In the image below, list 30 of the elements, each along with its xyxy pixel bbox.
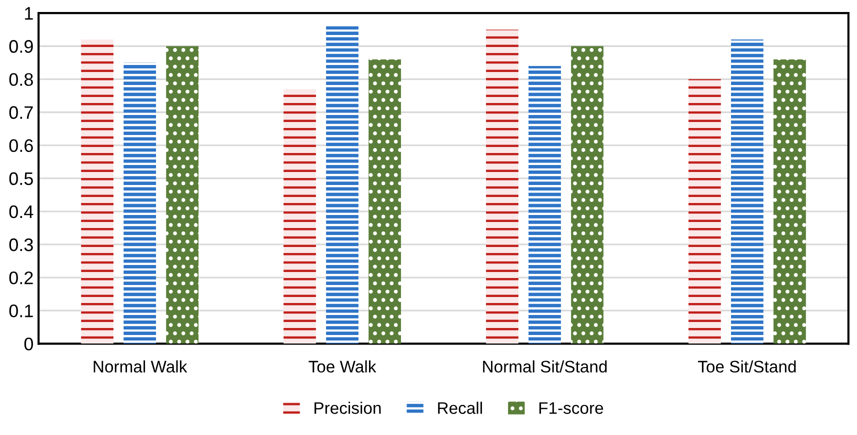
- y-tick-label: 0.2: [9, 271, 33, 284]
- bar: [124, 62, 156, 344]
- bar: [528, 66, 561, 344]
- bar: [774, 59, 806, 344]
- bar: [81, 40, 114, 344]
- y-tick-label: 0.1: [9, 304, 33, 318]
- x-tick-label: Normal Walk: [94, 360, 188, 373]
- x-tick-label: Toe Walk: [308, 360, 376, 373]
- x-tick-label: Normal Sit/Stand: [483, 360, 607, 373]
- y-tick-label: 0.9: [9, 40, 33, 53]
- bar: [284, 89, 316, 344]
- legend-label: Precision: [314, 402, 381, 414]
- y-tick-label: 0.5: [9, 172, 33, 186]
- bar: [166, 46, 199, 344]
- x-tick-label: Toe Sit/Stand: [698, 360, 796, 373]
- y-tick-label: 0.8: [9, 73, 33, 86]
- bar: [731, 40, 764, 344]
- legend-label: F1-score: [539, 402, 604, 414]
- y-tick-label: 1: [25, 7, 33, 20]
- bar: [368, 59, 401, 344]
- legend-label: Recall: [438, 402, 482, 414]
- bar: [688, 79, 721, 344]
- y-tick-label: 0.6: [9, 139, 33, 152]
- y-tick-label: 0.7: [9, 106, 33, 119]
- y-tick-label: 0.3: [9, 238, 33, 252]
- bar: [571, 46, 604, 344]
- y-tick-label: 0.4: [9, 205, 34, 218]
- bar: [486, 30, 518, 344]
- y-tick-label: 0: [24, 338, 33, 350]
- bar: [326, 26, 358, 344]
